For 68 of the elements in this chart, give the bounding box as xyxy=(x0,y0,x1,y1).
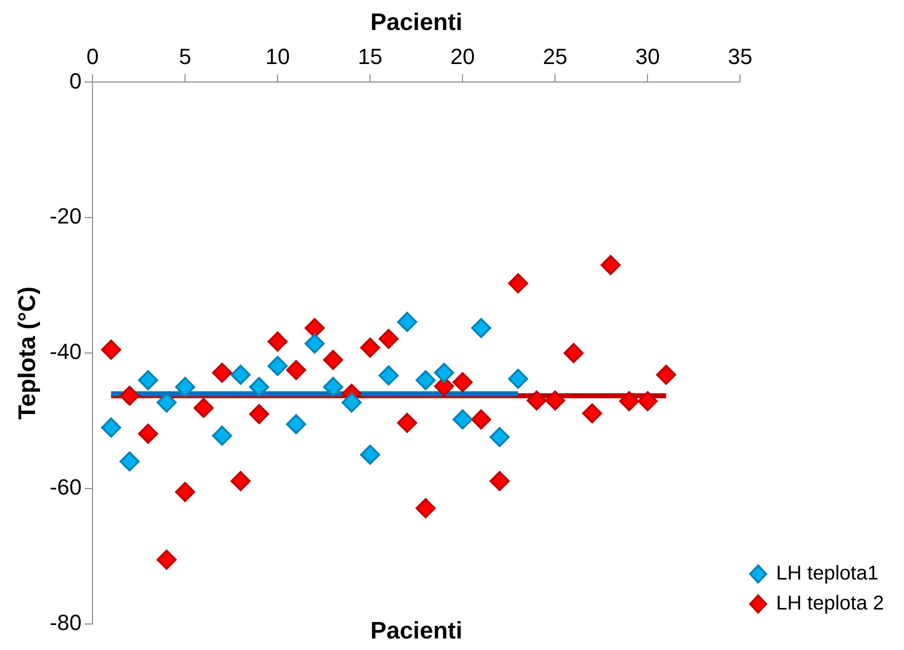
point xyxy=(230,471,251,492)
x-tick-label: 35 xyxy=(728,44,752,70)
y-axis-title: Teplota (°C) xyxy=(14,286,42,420)
point xyxy=(378,328,399,349)
point xyxy=(286,414,306,434)
point xyxy=(156,392,177,413)
point xyxy=(490,427,510,448)
point xyxy=(416,498,436,518)
point xyxy=(564,343,584,364)
point xyxy=(138,424,158,444)
point xyxy=(249,376,270,397)
y-tick-label: -40 xyxy=(50,339,82,364)
x-tick-label: 5 xyxy=(178,44,192,70)
point xyxy=(230,364,251,385)
x-tick-label: 0 xyxy=(86,44,99,70)
point xyxy=(342,392,362,413)
point xyxy=(490,471,510,492)
point xyxy=(508,273,528,294)
x-tick-label: 15 xyxy=(358,44,382,70)
point xyxy=(286,360,306,380)
point xyxy=(416,370,436,390)
point xyxy=(175,482,196,502)
y-tick-label: -80 xyxy=(50,610,82,636)
point xyxy=(656,364,676,385)
point xyxy=(619,391,640,412)
point xyxy=(471,409,492,430)
point xyxy=(582,403,602,424)
y-tick-label: -20 xyxy=(50,204,82,229)
point xyxy=(545,390,566,411)
point xyxy=(156,550,177,570)
x-tick-label: 30 xyxy=(635,44,660,70)
x-axis-title: Pacienti xyxy=(370,9,462,36)
x-tick-label: 10 xyxy=(265,44,290,70)
legend-label: LH teplota 2 xyxy=(776,592,884,615)
point xyxy=(323,350,344,370)
point xyxy=(471,318,492,338)
point xyxy=(212,362,232,383)
point xyxy=(600,255,621,276)
point xyxy=(638,391,658,412)
point xyxy=(120,451,140,472)
x-tick-label: 25 xyxy=(542,44,568,70)
x-tick-label: 20 xyxy=(450,44,475,70)
point xyxy=(452,372,473,392)
point xyxy=(508,368,528,389)
annotation: Pacienti xyxy=(370,618,462,645)
point xyxy=(138,370,158,390)
point xyxy=(304,334,325,354)
point xyxy=(120,386,140,406)
point xyxy=(360,338,380,358)
legend-label: LH teplota1 xyxy=(776,562,878,585)
point xyxy=(452,409,473,430)
point xyxy=(101,418,122,438)
point xyxy=(175,376,196,397)
point xyxy=(526,390,547,411)
point xyxy=(249,404,270,424)
y-tick-label: -60 xyxy=(50,474,82,500)
point xyxy=(268,356,288,376)
y-tick-label: 0 xyxy=(69,68,82,94)
point xyxy=(323,376,344,397)
point xyxy=(194,398,214,418)
point xyxy=(360,444,380,465)
point xyxy=(397,412,418,433)
point xyxy=(268,332,288,352)
point xyxy=(434,362,454,383)
point xyxy=(101,340,122,360)
point xyxy=(212,426,232,446)
point xyxy=(397,312,418,332)
point xyxy=(378,365,399,386)
